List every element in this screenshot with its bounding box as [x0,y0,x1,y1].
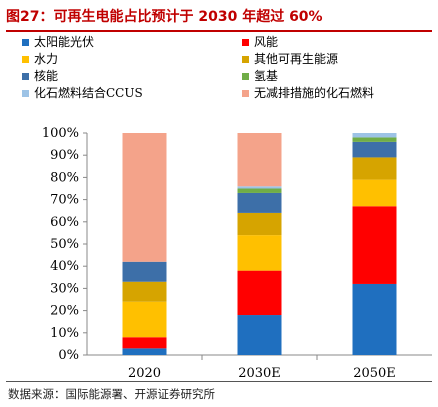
legend-item: 其他可再生能源 [242,51,438,67]
chart-title: 图27：可再生电能占比预计于 2030 年超过 60% [6,9,323,25]
bar-segment [352,157,397,180]
bar-segment [122,301,167,338]
chart-legend: 太阳能光伏 风能水力 其他可再生能源核能 氢基化石燃料结合CCUS 无减排措施的化石燃料 [22,34,438,101]
legend-label: 无减排措施的化石燃料 [254,86,375,100]
bar-segment [122,337,167,349]
bar-segment [122,133,167,262]
legend-label: 太阳能光伏 [34,35,95,49]
y-tick-label: 60% [50,215,79,230]
bar-segment [237,188,282,193]
y-tick-label: 90% [50,148,79,163]
x-tick-label: 2050E [353,366,396,381]
bar-segment [352,283,397,355]
bar-segment [122,281,167,302]
legend-swatch [242,72,249,80]
legend-label: 水力 [34,52,59,66]
x-tick-label: 2020 [128,366,161,381]
legend-swatch [242,89,249,97]
legend-item: 水力 [22,51,242,67]
bar-segment [237,235,282,271]
source-divider [6,381,432,382]
legend-label: 核能 [34,69,59,83]
bar-segment [237,133,282,187]
bar-segment [352,137,397,142]
bar-segment [237,192,282,213]
bar-segment [237,186,282,189]
legend-swatch [242,38,249,46]
legend-item: 核能 [22,68,242,84]
y-tick-label: 70% [50,193,79,208]
y-tick-label: 0% [58,348,79,363]
title-divider [6,30,432,32]
legend-swatch [22,55,29,63]
legend-label: 化石燃料结合CCUS [34,86,143,100]
legend-item: 太阳能光伏 [22,34,242,50]
legend-label: 其他可再生能源 [254,52,339,66]
bar-segment [122,261,167,282]
y-tick-label: 80% [50,170,79,185]
y-tick-label: 40% [50,259,79,274]
bar-segment [352,206,397,284]
bar-segment [122,348,167,355]
legend-swatch [22,72,29,80]
legend-label: 风能 [254,35,279,49]
legend-swatch [22,38,29,46]
bar-segment [237,270,282,316]
bar-segment [352,133,397,138]
legend-swatch [22,89,29,97]
bar-segment [237,212,282,236]
y-tick-label: 20% [50,304,79,319]
legend-swatch [242,55,249,63]
y-tick-label: 10% [50,326,79,341]
legend-item: 氢基 [242,68,438,84]
legend-item: 风能 [242,34,438,50]
legend-label: 氢基 [254,69,279,83]
legend-item: 无减排措施的化石燃料 [242,85,438,101]
bar-segment [352,141,397,158]
bar-segment [237,315,282,355]
source-note: 数据来源：国际能源署、开源证券研究所 [8,387,215,401]
x-tick-label: 2030E [238,366,281,381]
y-tick-label: 30% [50,281,79,296]
legend-item: 化石燃料结合CCUS [22,85,242,101]
bar-segment [352,179,397,207]
y-tick-label: 50% [50,237,79,252]
y-tick-label: 100% [42,126,79,141]
